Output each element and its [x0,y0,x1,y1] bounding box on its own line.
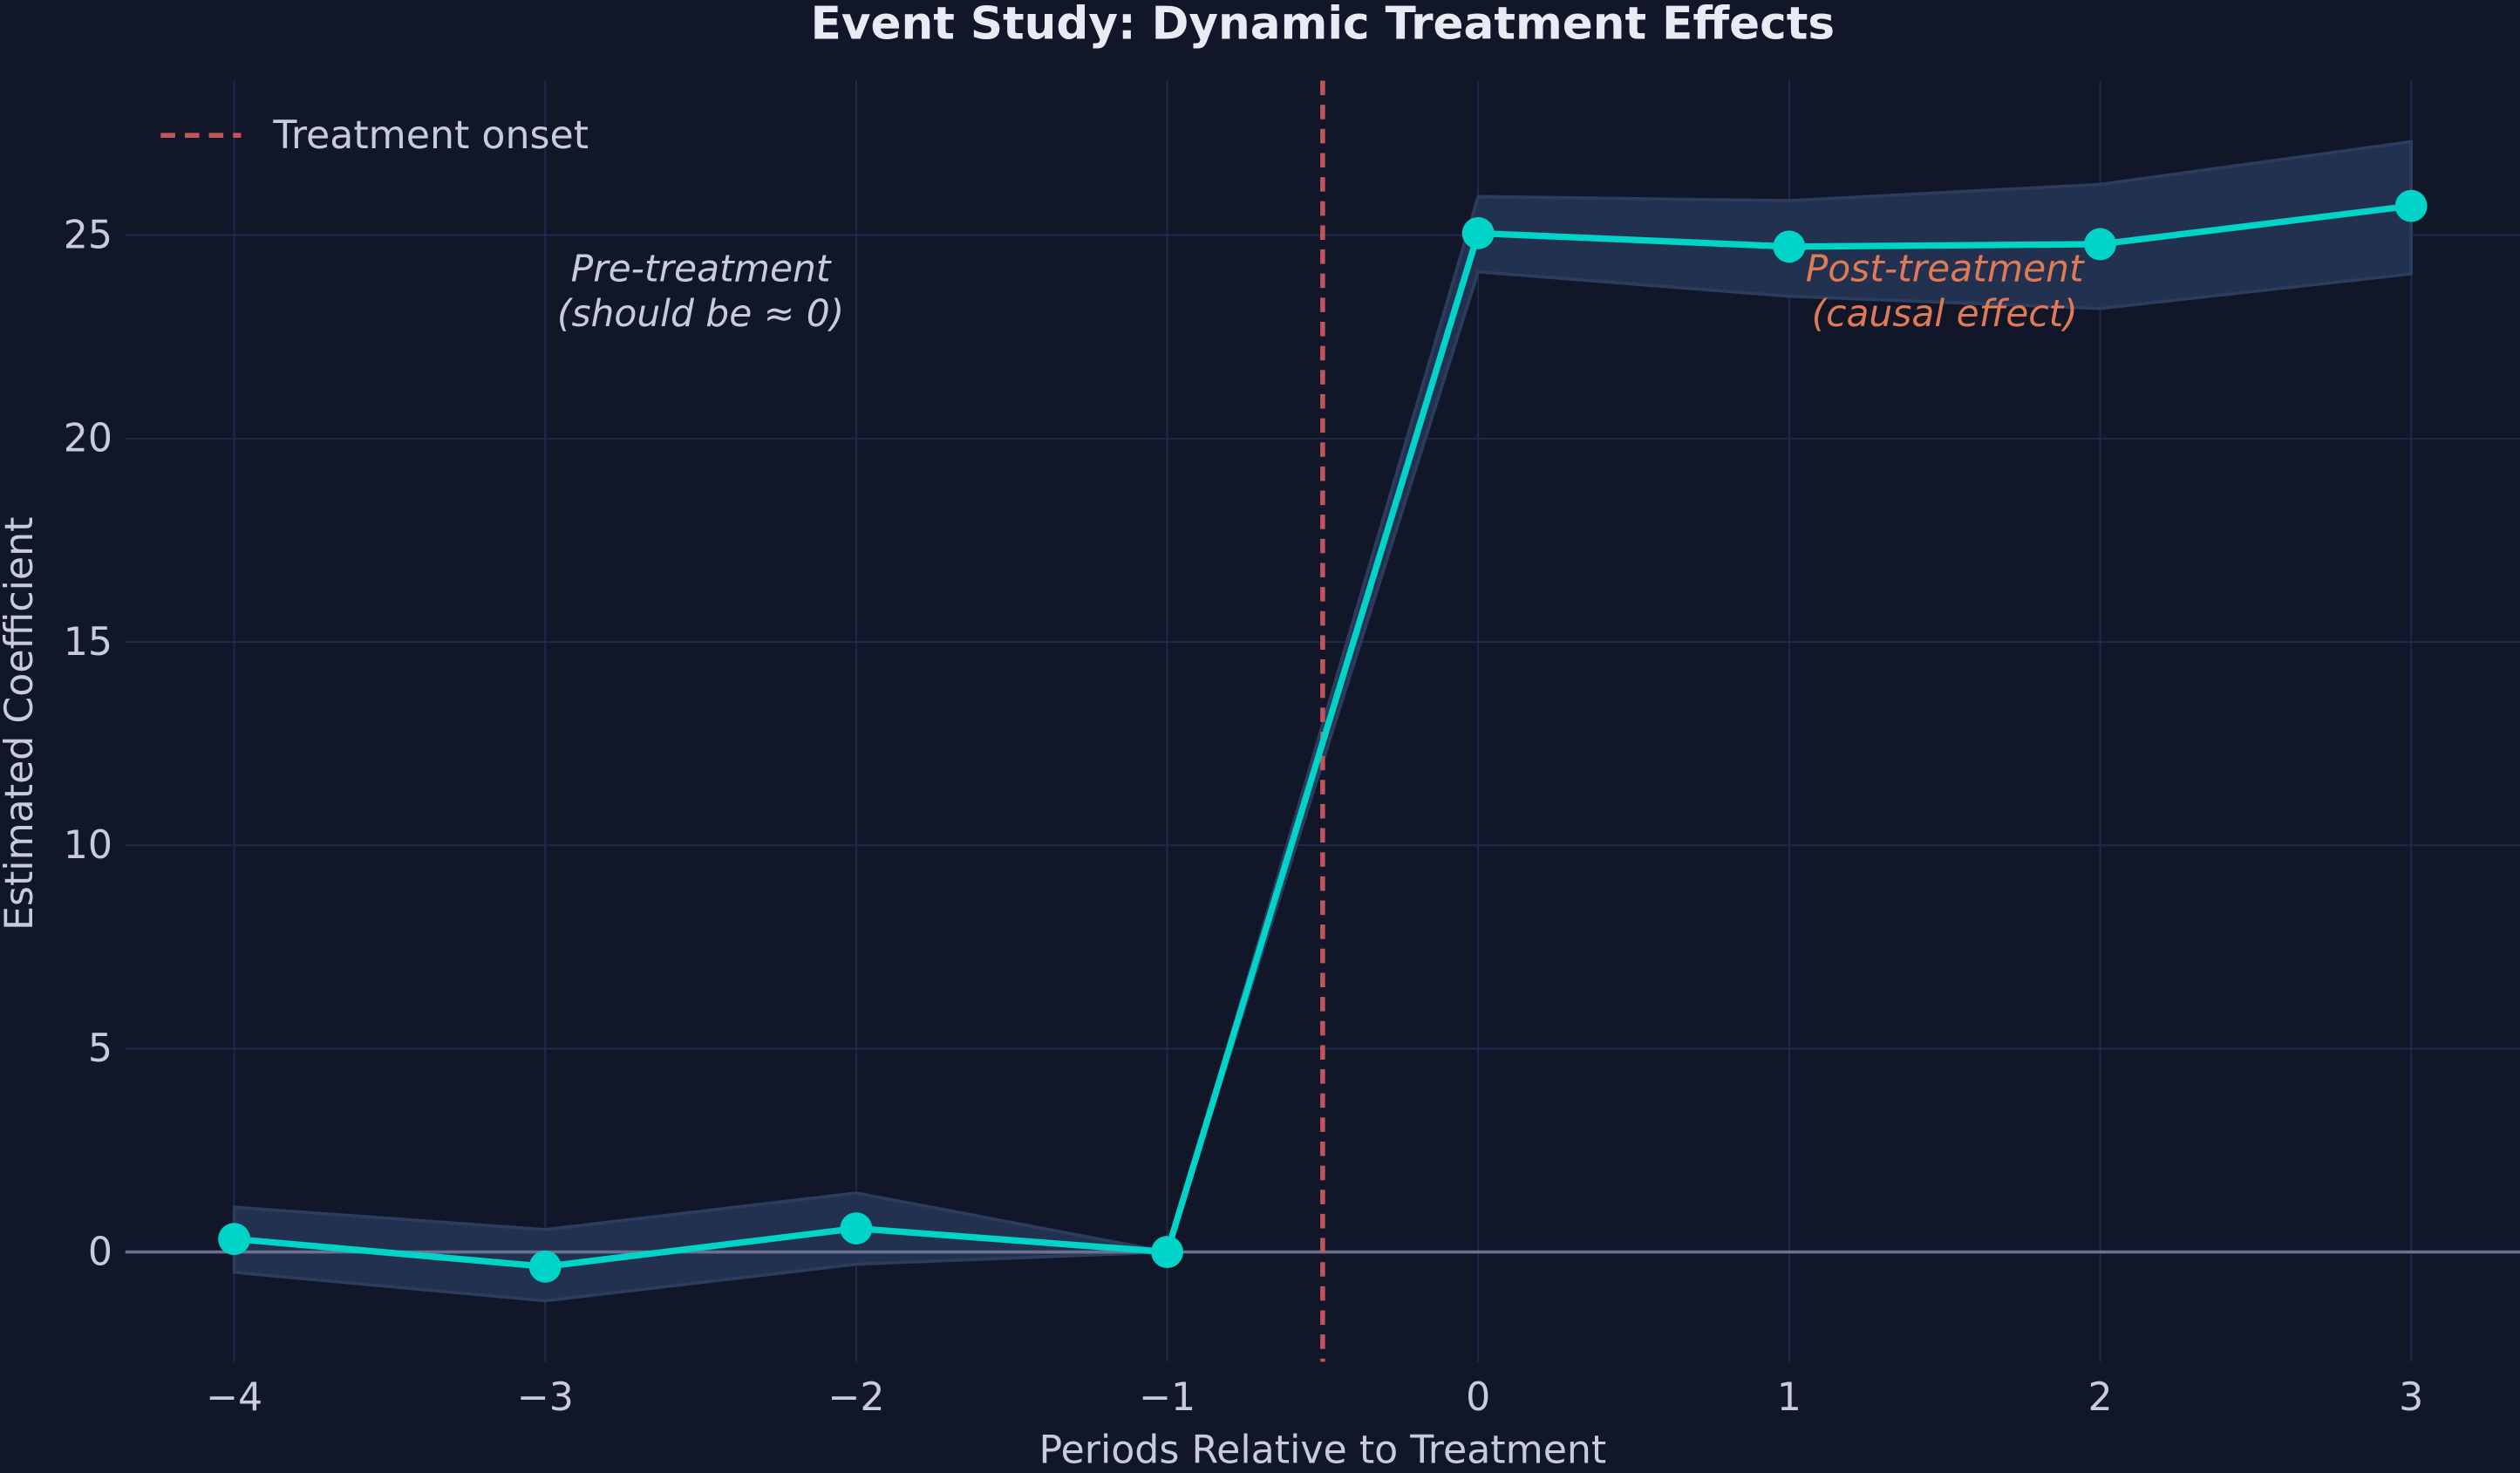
y-axis-label: Estimated Coefficient [0,517,42,931]
legend-label: Treatment onset [272,113,589,158]
coefficient-line [234,202,2412,1271]
confidence-band [232,140,2414,1303]
coefficient-point [528,1250,562,1283]
annotation-text: Post-treatment [1806,247,2085,290]
x-tick-label: −4 [206,1375,262,1420]
coefficient-point [1461,216,1495,249]
coefficient-point [1151,1236,1183,1268]
y-tick-label: 20 [64,417,112,461]
coefficient-point [2394,189,2428,222]
y-tick-label: 0 [88,1230,112,1274]
legend: Treatment onset [160,113,589,158]
x-tick-label: −2 [828,1375,884,1420]
y-tick-label: 5 [88,1026,112,1071]
annotation-text: (should be ≈ 0) [557,292,844,335]
coefficient-point [218,1223,251,1256]
coefficient-series [218,189,2428,1283]
y-tick-label: 25 [64,213,112,257]
tick-labels: −4 −3 −2 −1 0 1 2 3 0 5 10 15 20 25 [64,213,2424,1419]
x-tick-label: −1 [1139,1375,1195,1420]
x-tick-label: 3 [2399,1375,2423,1420]
coefficient-point [2084,228,2116,261]
annotation-text: (causal effect) [1812,292,2078,335]
ci-band [232,140,2414,1303]
chart-title: Event Study: Dynamic Treatment Effects [811,0,1835,51]
x-tick-label: 2 [2088,1375,2112,1420]
coefficient-point [1773,230,1806,263]
y-tick-label: 15 [64,620,112,665]
y-tick-label: 10 [64,823,112,868]
x-tick-label: 0 [1466,1375,1490,1420]
annotation-text: Pre-treatment [571,247,832,290]
annotations: Pre-treatment(should be ≈ 0) Post-treatme… [557,247,2085,335]
x-tick-label: −3 [517,1375,574,1420]
coefficient-point [840,1212,873,1245]
x-axis-label: Periods Relative to Treatment [1039,1429,1606,1473]
x-tick-label: 1 [1777,1375,1801,1420]
